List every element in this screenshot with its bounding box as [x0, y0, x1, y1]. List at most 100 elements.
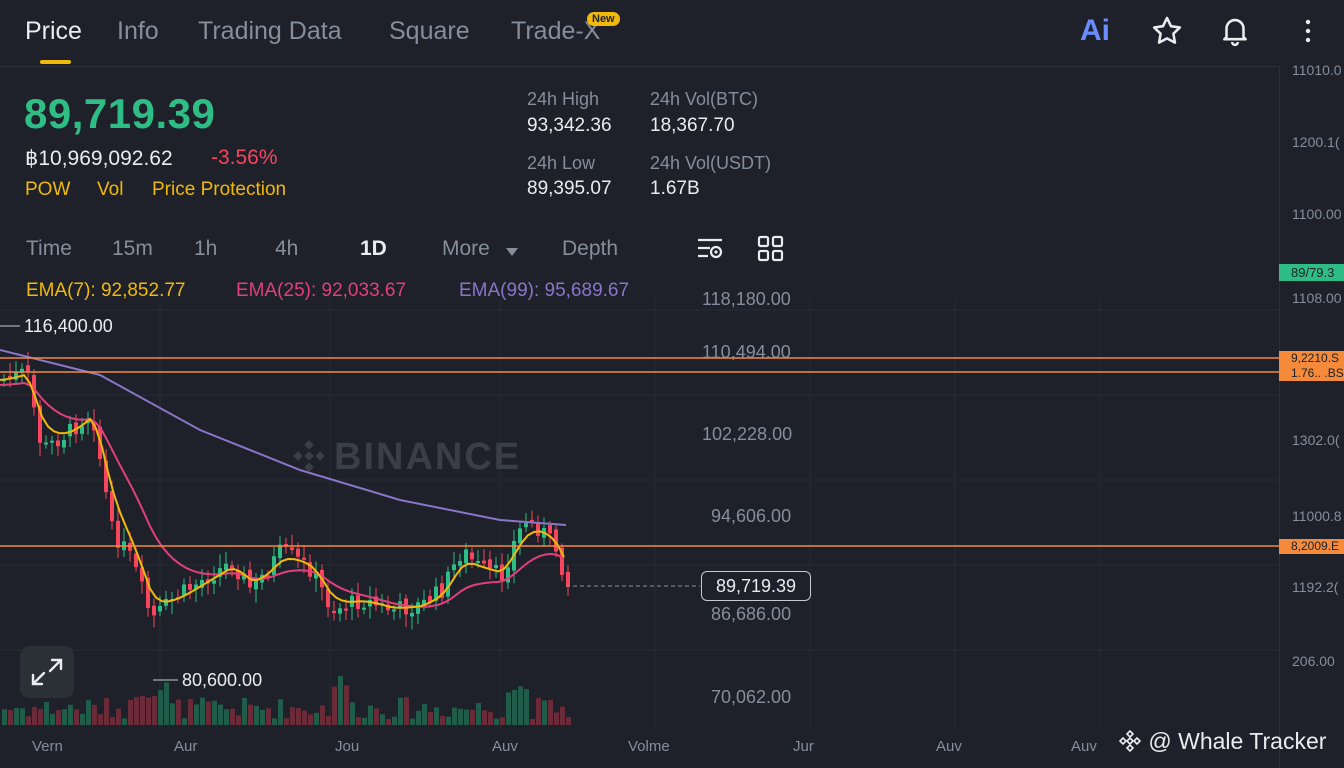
volume-bar — [188, 699, 193, 725]
candle — [200, 579, 204, 588]
volume-bar — [236, 715, 241, 725]
interval-4h[interactable]: 4h — [275, 237, 299, 260]
tag-vol[interactable]: Vol — [97, 179, 124, 200]
vol-usdt-label: 24h Vol(USDT) — [650, 153, 772, 173]
volume-bar — [524, 689, 529, 725]
volume-bar — [8, 709, 13, 725]
watermark-credit: @ Whale Tracker — [1118, 728, 1326, 755]
ai-icon[interactable]: Ai — [1080, 14, 1110, 47]
interval-15m[interactable]: 15m — [112, 237, 153, 260]
high-marker-label: 116,400.00 — [24, 316, 113, 336]
interval-more[interactable]: More — [442, 237, 490, 260]
star-icon[interactable] — [1150, 14, 1184, 53]
interval-time[interactable]: Time — [26, 237, 72, 260]
volume-bar — [230, 708, 235, 725]
x-axis-label: Auv — [1071, 738, 1097, 755]
x-axis-label: Jur — [793, 738, 814, 755]
volume-bar — [2, 709, 7, 725]
chevron-down-icon[interactable] — [505, 244, 519, 262]
tab-price[interactable]: Price — [25, 17, 82, 45]
interval-1d[interactable]: 1D — [360, 237, 387, 260]
volume-bar — [476, 702, 481, 725]
interval-depth[interactable]: Depth — [562, 237, 619, 260]
volume-bar — [122, 718, 127, 725]
candle — [182, 584, 186, 596]
ema99-line — [0, 349, 567, 526]
candle — [314, 571, 318, 579]
tab-trading-data[interactable]: Trading Data — [198, 17, 342, 45]
candle — [68, 423, 72, 437]
binance-watermark: BINANCE — [290, 436, 521, 479]
new-badge: New — [587, 12, 620, 26]
tab-info[interactable]: Info — [117, 17, 159, 45]
chart-settings-icon[interactable] — [696, 236, 726, 267]
candle — [566, 571, 570, 587]
ema99-legend: EMA(99): 95,689.67 — [459, 280, 630, 301]
mid-scale-label: 110,494.00 — [702, 342, 791, 362]
candle — [278, 544, 282, 559]
expand-icon — [31, 658, 63, 686]
candlestick-chart[interactable] — [0, 300, 1279, 730]
ema25-legend: EMA(25): 92,033.67 — [236, 280, 407, 301]
candle — [428, 595, 432, 603]
volume-bar — [104, 697, 109, 725]
x-axis-label: Aur — [174, 738, 198, 755]
candle — [20, 368, 24, 374]
volume-bar — [560, 706, 565, 725]
volume-bar — [98, 714, 103, 725]
vol-usdt-value: 1.67B — [650, 178, 700, 199]
candle — [62, 439, 66, 448]
candle — [518, 528, 522, 544]
candle — [458, 561, 462, 566]
axis-label: 1100.00 — [1292, 206, 1342, 222]
candle — [494, 565, 498, 569]
header-divider — [0, 66, 1280, 67]
last-price: 89,719.39 — [24, 90, 216, 137]
volume-bar — [332, 686, 337, 725]
grid-icon[interactable] — [757, 235, 785, 268]
volume-bar — [170, 703, 175, 725]
candle — [344, 608, 348, 611]
volume-bar — [482, 710, 487, 725]
tag-pow[interactable]: POW — [25, 179, 71, 200]
candles — [2, 351, 570, 630]
volume-bar — [308, 714, 313, 725]
volume-bar — [146, 697, 151, 725]
candle — [212, 580, 216, 584]
candle — [116, 520, 120, 548]
ema7-legend: EMA(7): 92,852.77 — [26, 280, 186, 301]
candle — [392, 609, 396, 612]
low-marker-label: 80,600.00 — [182, 670, 263, 690]
volume-bar — [464, 709, 469, 725]
volume-bar — [338, 675, 343, 725]
volume-bar — [410, 718, 415, 725]
candle — [272, 556, 276, 575]
candle — [416, 602, 420, 614]
more-vertical-icon[interactable] — [1300, 16, 1316, 51]
volume-bar — [380, 714, 385, 725]
tag-price-protection[interactable]: Price Protection — [152, 179, 287, 200]
tab-square[interactable]: Square — [389, 17, 470, 45]
price-axis[interactable] — [1279, 66, 1344, 768]
candle — [140, 567, 144, 582]
volume-bar — [296, 708, 301, 725]
candle — [548, 525, 552, 534]
volume-bar — [392, 716, 397, 725]
volume-bar — [374, 708, 379, 725]
volume-bar — [212, 700, 217, 725]
tab-trade-x[interactable]: Trade-X — [511, 17, 601, 45]
interval-1h[interactable]: 1h — [194, 237, 218, 260]
candle — [440, 583, 444, 598]
volume-bar — [326, 716, 331, 725]
level-tag-3: 8,2009.E — [1279, 539, 1344, 554]
volume-bar — [248, 704, 253, 725]
candle — [362, 607, 366, 610]
volume-bar — [62, 709, 67, 725]
axis-label: 1302.0( — [1292, 432, 1340, 448]
expand-button[interactable] — [20, 646, 74, 698]
volume-bar — [488, 711, 493, 725]
volume-bar — [176, 699, 181, 725]
bell-icon[interactable] — [1218, 13, 1252, 52]
candle — [218, 568, 222, 577]
volume-bar — [80, 713, 85, 725]
